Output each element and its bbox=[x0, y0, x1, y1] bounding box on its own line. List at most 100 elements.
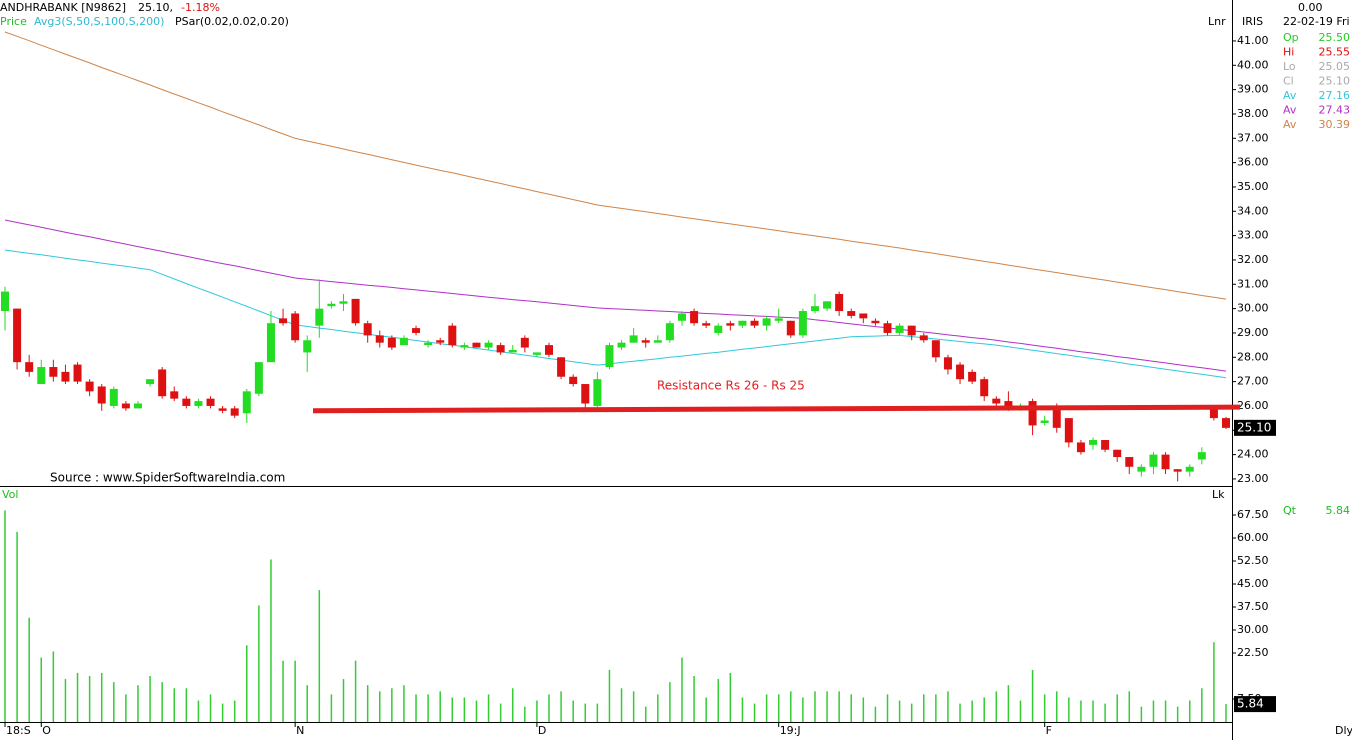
legend-label: Av bbox=[1283, 118, 1297, 131]
candle-body bbox=[1064, 418, 1073, 443]
volume-bar bbox=[233, 700, 236, 722]
y-tick-label: 30.00 bbox=[1237, 302, 1269, 315]
candle-body bbox=[545, 345, 554, 355]
volume-bar bbox=[548, 694, 550, 722]
quantity-value: 5.84 bbox=[1326, 504, 1351, 517]
volume-bar bbox=[705, 697, 707, 722]
candle-body bbox=[1076, 442, 1085, 453]
candle-body bbox=[617, 342, 626, 348]
candle-body bbox=[472, 342, 481, 348]
volume-bar bbox=[693, 675, 695, 722]
x-tick-label: O bbox=[42, 724, 51, 737]
legend-label: Av bbox=[1283, 104, 1297, 117]
volume-bar bbox=[28, 617, 30, 722]
candle-body bbox=[25, 362, 34, 372]
candle-body bbox=[605, 345, 614, 368]
source-name: IRIS bbox=[1242, 15, 1263, 28]
candle-body bbox=[629, 335, 638, 343]
quantity-label: Qt bbox=[1283, 504, 1297, 517]
candle-body bbox=[1209, 408, 1218, 419]
volume-bar bbox=[898, 700, 901, 722]
candle-body bbox=[315, 308, 324, 326]
candle-body bbox=[1137, 466, 1146, 472]
volume-bar bbox=[1104, 703, 1106, 722]
indicator-label: Avg3(S,50,S,100,S,200) bbox=[34, 15, 164, 28]
y-tick-label: 27.00 bbox=[1237, 375, 1269, 388]
moving-average bbox=[4, 249, 1227, 379]
volume-bar bbox=[282, 660, 284, 722]
volume-bar bbox=[850, 694, 852, 722]
volume-bar bbox=[1201, 688, 1203, 722]
candle-body bbox=[97, 386, 106, 404]
candle-body bbox=[266, 323, 275, 363]
y-tick-label: 40.00 bbox=[1237, 58, 1269, 71]
price-tag: 25.10 bbox=[1237, 420, 1271, 434]
volume-bar bbox=[16, 531, 18, 722]
candle-body bbox=[714, 325, 723, 333]
candle-body bbox=[702, 323, 711, 326]
volume-bar bbox=[1043, 694, 1046, 722]
candle-body bbox=[1, 291, 9, 312]
volume-bar bbox=[1080, 700, 1082, 722]
volume-bar bbox=[185, 688, 188, 722]
volume-bar bbox=[632, 691, 635, 722]
price-label: Price bbox=[0, 15, 27, 28]
y-tick-label: 45.00 bbox=[1237, 577, 1269, 590]
volume-bar bbox=[209, 694, 212, 722]
y-tick-label: 23.00 bbox=[1237, 472, 1269, 485]
candle-body bbox=[61, 371, 70, 382]
candle-body bbox=[291, 313, 300, 341]
volume-bar bbox=[657, 694, 659, 722]
candle-body bbox=[13, 308, 22, 363]
candle-body bbox=[399, 337, 408, 346]
volume-bar bbox=[947, 691, 949, 722]
volume-bar bbox=[1225, 704, 1227, 722]
volume-bar bbox=[137, 685, 139, 722]
volume-bar bbox=[4, 510, 6, 722]
x-tick-label: D bbox=[538, 724, 546, 737]
volume-bar bbox=[1019, 700, 1022, 722]
volume-bar bbox=[1152, 700, 1155, 722]
volume-bar bbox=[971, 700, 973, 722]
candle-body bbox=[436, 340, 445, 343]
volume-bar bbox=[64, 679, 67, 722]
volume-bar bbox=[451, 697, 454, 722]
volume-bar bbox=[318, 590, 321, 722]
volume-tag-box bbox=[1234, 696, 1276, 713]
volume-bar bbox=[874, 706, 877, 722]
candle-body bbox=[810, 306, 819, 312]
candle-body bbox=[339, 301, 348, 304]
volume-bar bbox=[52, 651, 55, 722]
volume-bar bbox=[608, 669, 611, 722]
symbol: ANDHRABANK [N9862] bbox=[0, 1, 126, 14]
volume-bar bbox=[1188, 700, 1191, 722]
date: 22-02-19 Fri bbox=[1283, 15, 1350, 28]
candle-body bbox=[1161, 454, 1170, 470]
x-tick-label: N bbox=[296, 724, 304, 737]
candle-body bbox=[387, 337, 396, 348]
candle-body bbox=[835, 294, 844, 312]
candle-body bbox=[158, 369, 167, 397]
candle-body bbox=[665, 323, 674, 341]
candle-body bbox=[1089, 440, 1098, 445]
candle-body bbox=[460, 345, 469, 348]
candle-body bbox=[254, 362, 263, 394]
candle-body bbox=[496, 345, 505, 353]
candle-body bbox=[653, 340, 662, 343]
top-value: 0.00 bbox=[1298, 1, 1323, 14]
candle-body bbox=[1052, 405, 1061, 428]
volume-bar bbox=[197, 700, 200, 722]
volume-bar bbox=[1213, 642, 1215, 722]
info-value: 25.10 bbox=[1319, 75, 1351, 88]
candle-body bbox=[303, 340, 312, 353]
candle-body bbox=[363, 323, 372, 336]
candle-body bbox=[182, 398, 191, 406]
candle-body bbox=[218, 408, 227, 411]
candle-body bbox=[1185, 466, 1194, 472]
candle-body bbox=[1173, 469, 1182, 472]
candle-body bbox=[871, 320, 880, 324]
candle-body bbox=[798, 311, 807, 336]
info-value: 25.55 bbox=[1319, 46, 1351, 59]
